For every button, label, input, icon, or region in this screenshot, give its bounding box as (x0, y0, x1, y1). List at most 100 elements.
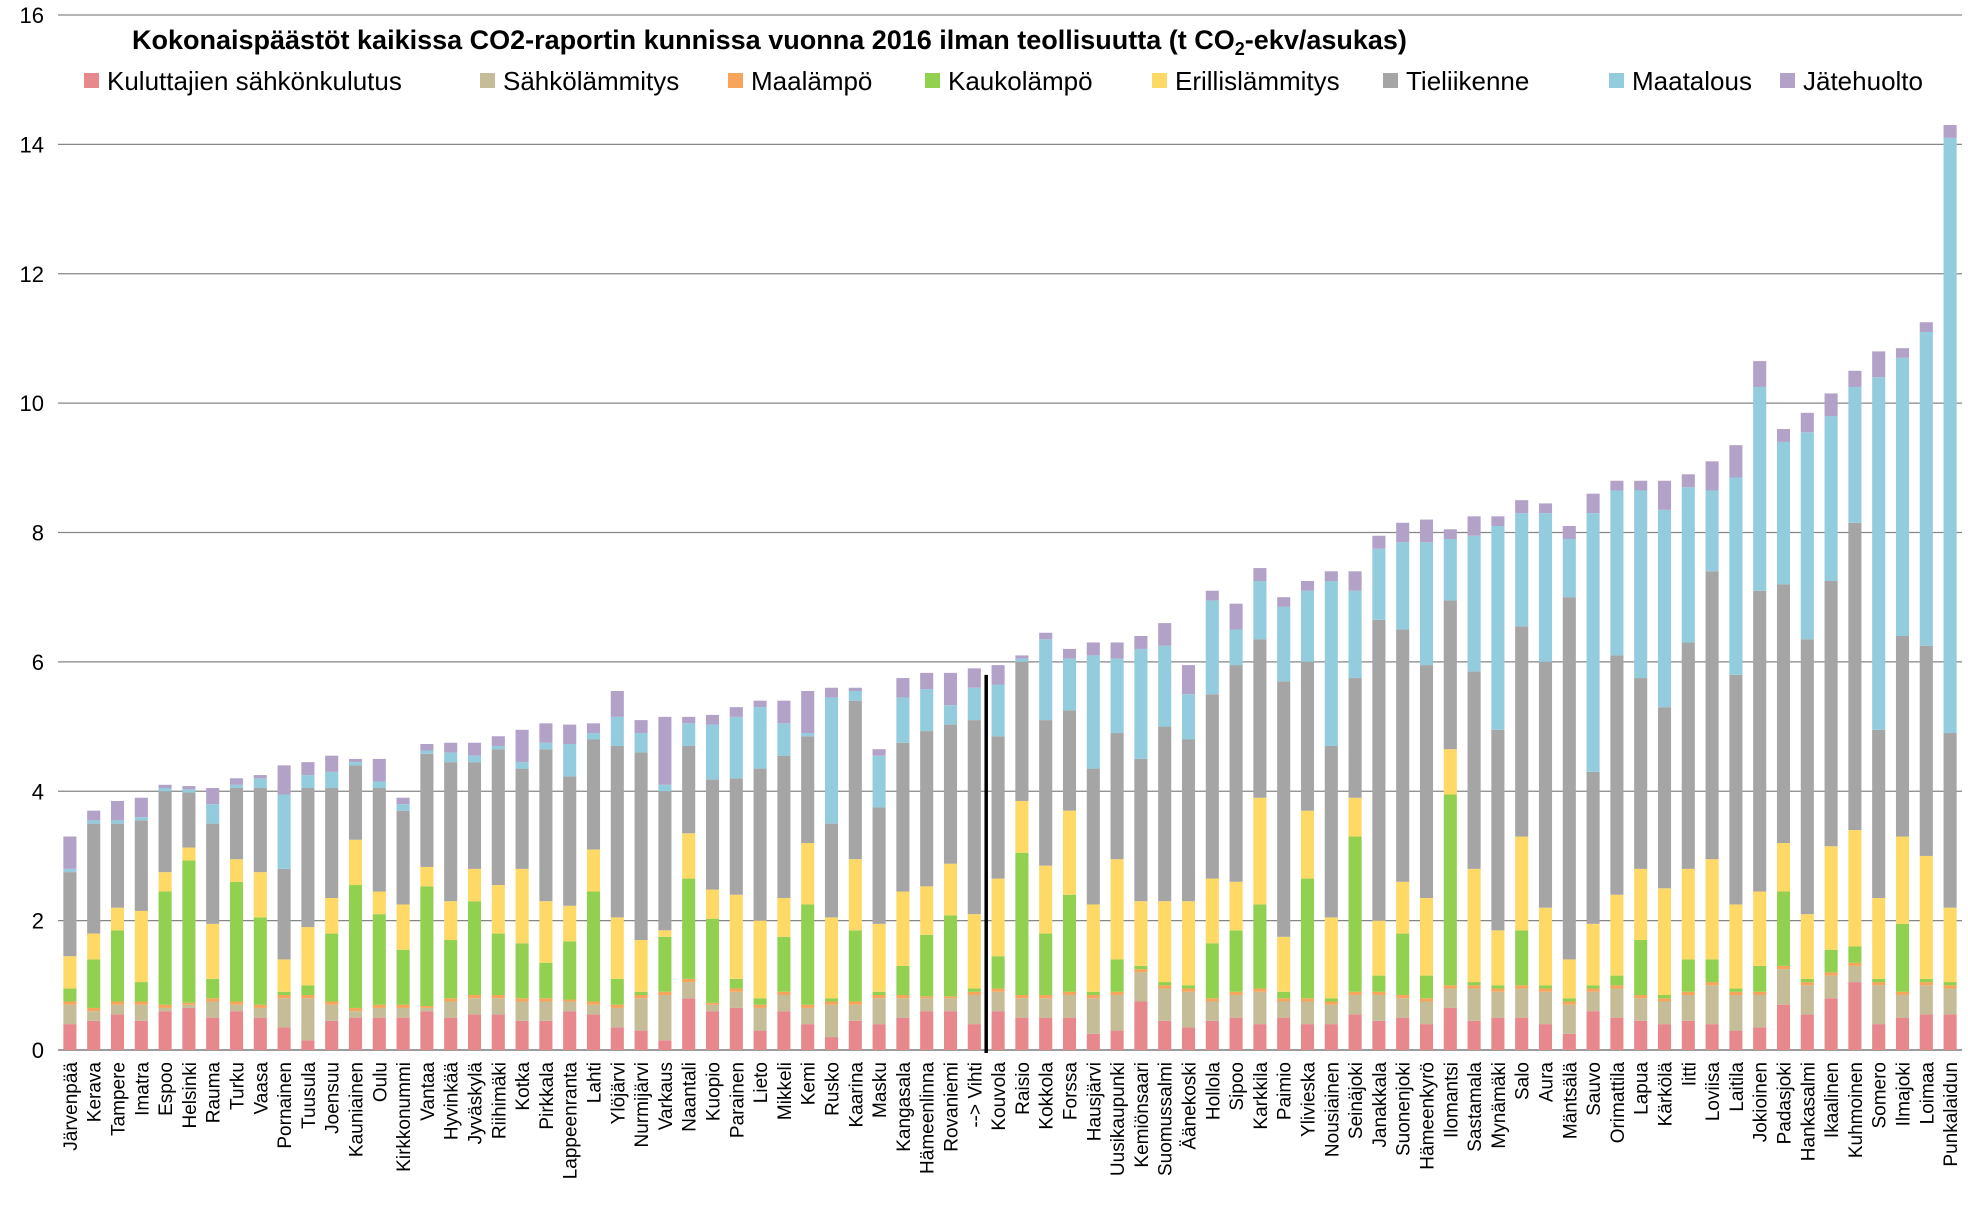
x-tick-label: Punkalaidun (1941, 1062, 1962, 1167)
bar-segment (658, 784, 672, 792)
bar-segment (396, 1004, 410, 1008)
bar-segment (729, 1007, 743, 1050)
bar-segment (1657, 888, 1672, 996)
bar-segment (87, 1020, 101, 1050)
bar-segment (1562, 1001, 1576, 1005)
bar-segment (158, 784, 172, 789)
bar-segment (63, 988, 77, 1002)
bar-segment (63, 836, 77, 869)
bar-segment (1753, 991, 1767, 996)
bar-segment (158, 1011, 172, 1050)
bar-segment (158, 872, 172, 892)
bar-segment (729, 991, 743, 1008)
legend-label: Maalämpö (751, 66, 872, 96)
bar-segment (1205, 878, 1219, 944)
bar-segment (1848, 370, 1862, 387)
bar-segment (920, 1011, 934, 1050)
bar-segment (682, 982, 696, 999)
bar-segment (1491, 526, 1505, 730)
bar-segment (1086, 655, 1100, 769)
bar-segment (848, 859, 862, 931)
bar-segment (729, 778, 743, 895)
x-tick-label: Janakkala (1370, 1062, 1391, 1148)
bar-segment (420, 1007, 434, 1012)
bar-segment (1705, 490, 1719, 572)
bar-segment (1538, 503, 1553, 514)
bar-segment (182, 1002, 196, 1005)
bar-segment (1277, 597, 1291, 607)
y-tick-label: 0 (32, 1038, 44, 1063)
bar-segment (467, 995, 482, 999)
bar-segment (444, 901, 458, 941)
bar-segment (920, 689, 934, 732)
bar-segment (753, 920, 767, 999)
bar-segment (1086, 1033, 1100, 1050)
bar-segment (1443, 794, 1457, 986)
bar-segment (134, 910, 148, 983)
bar-segment (586, 891, 601, 1002)
bar-segment (1229, 629, 1243, 666)
legend-swatch (84, 73, 99, 88)
bar-segment (563, 941, 577, 1000)
bar-segment (1134, 1001, 1148, 1050)
legend-label: Tieliikenne (1406, 66, 1529, 96)
bar-segment (896, 1017, 910, 1050)
bar-segment (1634, 480, 1648, 491)
bar-segment (1181, 991, 1196, 1028)
bar-segment (1467, 516, 1481, 536)
bar-segment (1300, 581, 1315, 591)
bar-segment (967, 991, 981, 996)
bar-segment (420, 1011, 434, 1050)
bar-segment (1919, 982, 1933, 986)
x-tick-label: Salo (1513, 1062, 1534, 1100)
bar-segment (325, 1020, 339, 1050)
bar-segment (563, 1001, 577, 1012)
bar-segment (1515, 985, 1529, 989)
bar-segment (1348, 571, 1362, 591)
bar-segment (63, 956, 77, 989)
x-tick-label: Helsinki (180, 1062, 201, 1129)
bar-segment (182, 1007, 196, 1050)
bar-segment (705, 1002, 720, 1005)
bar-segment (1229, 995, 1243, 1018)
bar-segment (277, 765, 291, 795)
bar-segment (1039, 639, 1053, 721)
bar-segment (1181, 739, 1196, 902)
bar-segment (372, 758, 386, 782)
bar-segment (1562, 526, 1576, 539)
bar-segment (1586, 991, 1600, 1012)
bar-segment (1943, 733, 1957, 908)
bar-segment (325, 933, 339, 1002)
bar-segment (1895, 1017, 1910, 1050)
bar-segment (1538, 991, 1553, 1025)
bar-segment (420, 886, 434, 1007)
x-tick-label: Turku (228, 1062, 249, 1110)
bar-segment (705, 724, 720, 780)
bar-segment (1062, 995, 1077, 1018)
bar-segment (1205, 694, 1219, 879)
bar-segment (1324, 917, 1338, 999)
x-tick-label: Laitila (1727, 1062, 1748, 1112)
bar-segment (1681, 959, 1695, 992)
bar-segment (729, 978, 743, 989)
bar-segment (1848, 965, 1862, 983)
bar-segment (1348, 797, 1362, 837)
bar-segment (1705, 1024, 1719, 1050)
bar-segment (1800, 1014, 1814, 1050)
bar-segment (1562, 597, 1576, 960)
bar-segment (110, 1001, 125, 1005)
bar-segment (1729, 995, 1743, 1031)
bar-segment (134, 1004, 148, 1021)
bar-segment (1324, 1004, 1338, 1025)
bar-segment (444, 762, 458, 902)
bar-segment (325, 788, 339, 898)
bar-segment (325, 771, 339, 789)
bar-segment (1253, 639, 1267, 798)
x-tick-label: Kerava (85, 1062, 106, 1123)
bar-segment (444, 742, 458, 753)
bar-segment (348, 885, 363, 1008)
bar-segment (634, 720, 648, 734)
bar-segment (1396, 998, 1410, 1018)
bar-segment (515, 1001, 529, 1021)
